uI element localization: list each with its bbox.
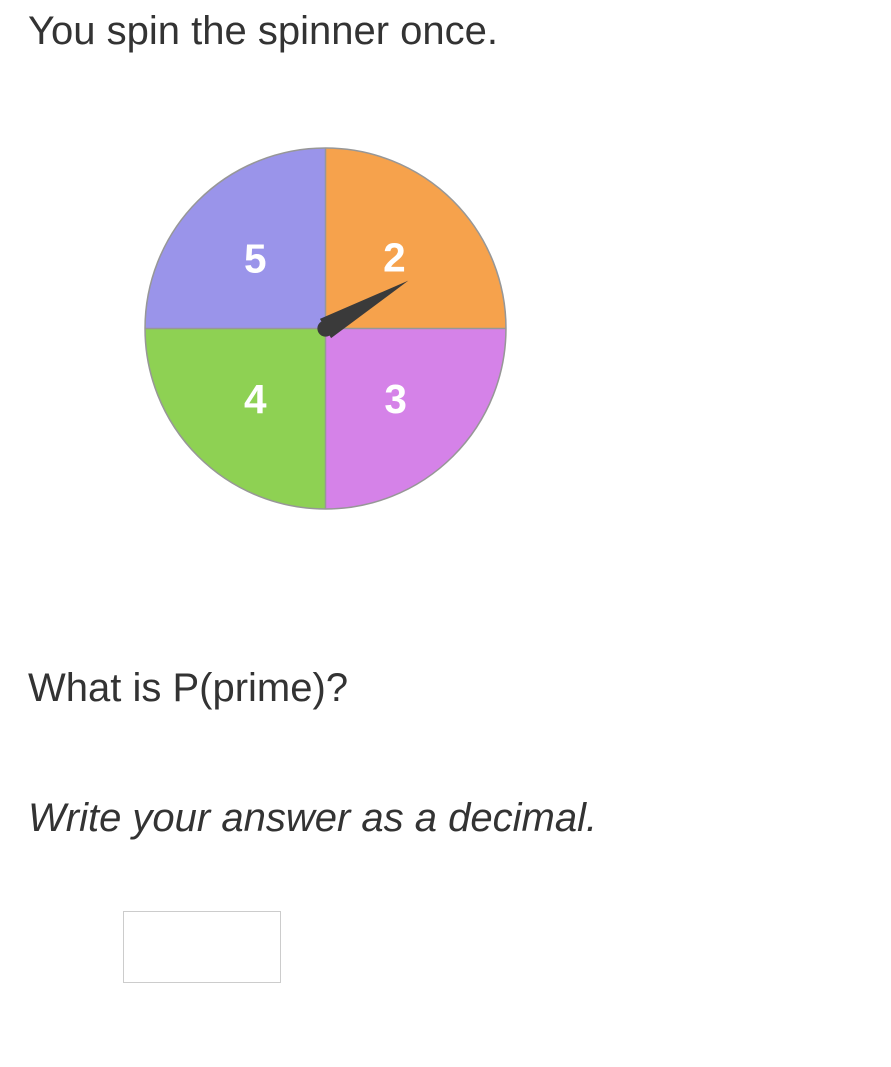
spinner-label-3: 3	[384, 376, 407, 422]
answer-row	[123, 911, 863, 983]
spinner-label-5: 5	[244, 236, 267, 282]
spinner-sector-2	[326, 148, 506, 328]
spinner-sector-4	[145, 329, 325, 509]
spinner-label-4: 4	[244, 376, 267, 422]
spinner-sector-3	[326, 329, 506, 509]
spinner-chart: 2 3 4 5	[143, 146, 508, 511]
spinner-label-2: 2	[383, 234, 406, 280]
intro-text: You spin the spinner once.	[28, 6, 863, 56]
question-text: What is P(prime)?	[28, 666, 863, 711]
spinner-container: 2 3 4 5	[143, 146, 863, 516]
spinner-hub	[317, 320, 333, 336]
answer-input[interactable]	[123, 911, 281, 983]
instruction-text: Write your answer as a decimal.	[28, 796, 863, 841]
spinner-sector-5	[145, 148, 325, 328]
problem-page: You spin the spinner once. 2 3 4 5 What is …	[0, 6, 891, 1067]
